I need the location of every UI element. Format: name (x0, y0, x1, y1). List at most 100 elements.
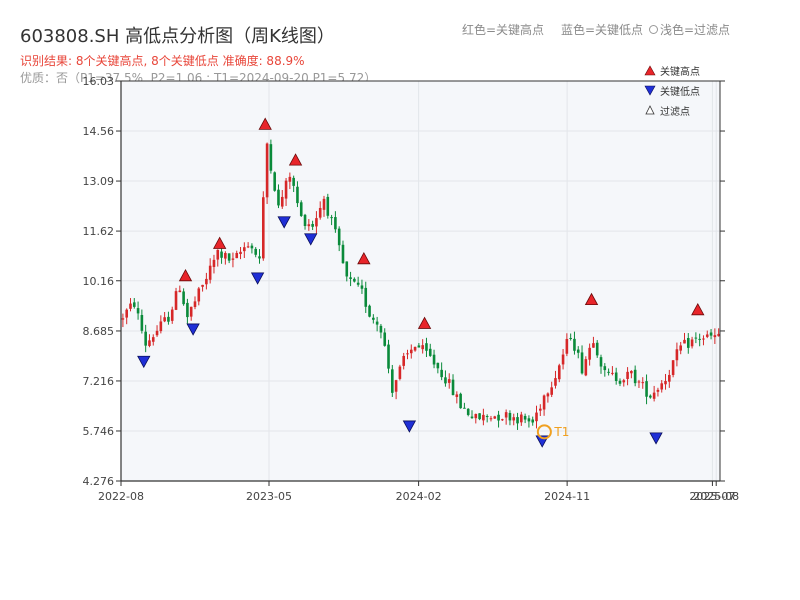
candle-up (539, 408, 542, 411)
candle-down (372, 317, 375, 320)
candle-down (497, 414, 500, 421)
candle-down (645, 381, 648, 397)
candle-up (402, 355, 405, 366)
candle-down (432, 354, 436, 365)
candle-down (569, 337, 572, 339)
candle-up (550, 387, 553, 395)
candle-up (705, 334, 709, 337)
candle-up (557, 365, 561, 380)
candle-down (375, 321, 379, 325)
candle-up (660, 383, 664, 390)
candle-down (391, 369, 394, 393)
candle-down (220, 251, 223, 258)
candle-down (292, 177, 295, 186)
candle-down (463, 407, 466, 409)
candle-down (140, 314, 144, 331)
key-low-marker (304, 233, 318, 246)
candle-up (637, 381, 641, 383)
candle-up (174, 291, 178, 310)
y-tick-label: 10.16 (83, 275, 115, 288)
candle-down (451, 379, 455, 396)
candle-up (148, 340, 151, 346)
candle-down (516, 417, 519, 424)
candle-up (284, 180, 288, 199)
candle-down (356, 282, 360, 285)
candle-down (303, 214, 307, 227)
y-tick-label: 11.62 (83, 225, 115, 238)
candle-up (394, 380, 398, 392)
candle-down (633, 369, 637, 384)
candle-up (474, 413, 478, 419)
candle-down (576, 349, 580, 353)
candle-up (713, 335, 717, 338)
legend-key-low-text: 蓝色=关键低点 (561, 23, 644, 37)
candle-down (523, 415, 527, 420)
candle-down (254, 248, 258, 255)
candle-up (208, 265, 212, 280)
candle-down (144, 331, 147, 346)
candle-up (159, 321, 163, 332)
key-high-marker (288, 153, 303, 166)
y-tick-label: 7.216 (83, 375, 115, 388)
candle-down (299, 202, 303, 216)
candle-down (334, 217, 337, 230)
candle-up (163, 317, 166, 322)
candle-down (360, 285, 364, 289)
candle-up (129, 303, 132, 309)
candle-up (702, 338, 705, 340)
candle-up (504, 412, 508, 418)
candle-up (280, 196, 284, 207)
candle-up (322, 198, 326, 210)
candle-up (315, 218, 318, 227)
candle-up (611, 372, 614, 374)
candle-down (311, 223, 314, 227)
candle-down (273, 172, 276, 191)
candle-up (243, 247, 246, 252)
candle-down (383, 332, 387, 346)
candle-down (364, 287, 368, 307)
legend-filtered-text: 浅色=过滤点 (649, 21, 730, 38)
candle-up (501, 419, 504, 421)
candle-down (330, 217, 333, 219)
legend-filtered-icon (645, 105, 655, 115)
candle-up (683, 339, 686, 344)
legend-low-icon (644, 85, 656, 96)
candle-up (189, 306, 193, 317)
candle-up (679, 345, 682, 351)
candle-up (246, 246, 250, 248)
t1-circle (536, 424, 552, 440)
candle-up (205, 278, 208, 285)
legend-key-high-text: 红色=关键高点 (462, 23, 545, 37)
candle-down (595, 342, 599, 356)
candle-up (493, 416, 497, 419)
candle-down (345, 261, 349, 277)
candle-down (269, 144, 273, 171)
candle-down (440, 369, 443, 378)
candle-up (265, 143, 269, 198)
candle-up (197, 288, 201, 302)
candle-up (121, 318, 125, 320)
key-high-marker (178, 268, 193, 282)
x-tick-label: 2024-11 (544, 490, 590, 503)
candle-up (447, 379, 451, 383)
candle-up (413, 346, 417, 351)
candle-down (436, 362, 440, 369)
candle-up (489, 418, 493, 420)
legend-high-label: 关键高点 (660, 65, 700, 78)
candle-down (368, 305, 371, 317)
key-high-marker (691, 302, 705, 316)
candle-up (125, 309, 128, 318)
candle-up (307, 224, 311, 227)
candle-down (428, 348, 432, 356)
candle-up (151, 337, 155, 342)
candle-down (349, 277, 352, 279)
candle-up (288, 176, 292, 182)
candle-down (614, 372, 618, 381)
key-low-marker (137, 355, 151, 369)
candle-up (622, 380, 626, 383)
candle-up (482, 414, 485, 421)
candle-up (520, 414, 523, 423)
candle-down (326, 196, 330, 216)
candle-up (717, 333, 720, 337)
